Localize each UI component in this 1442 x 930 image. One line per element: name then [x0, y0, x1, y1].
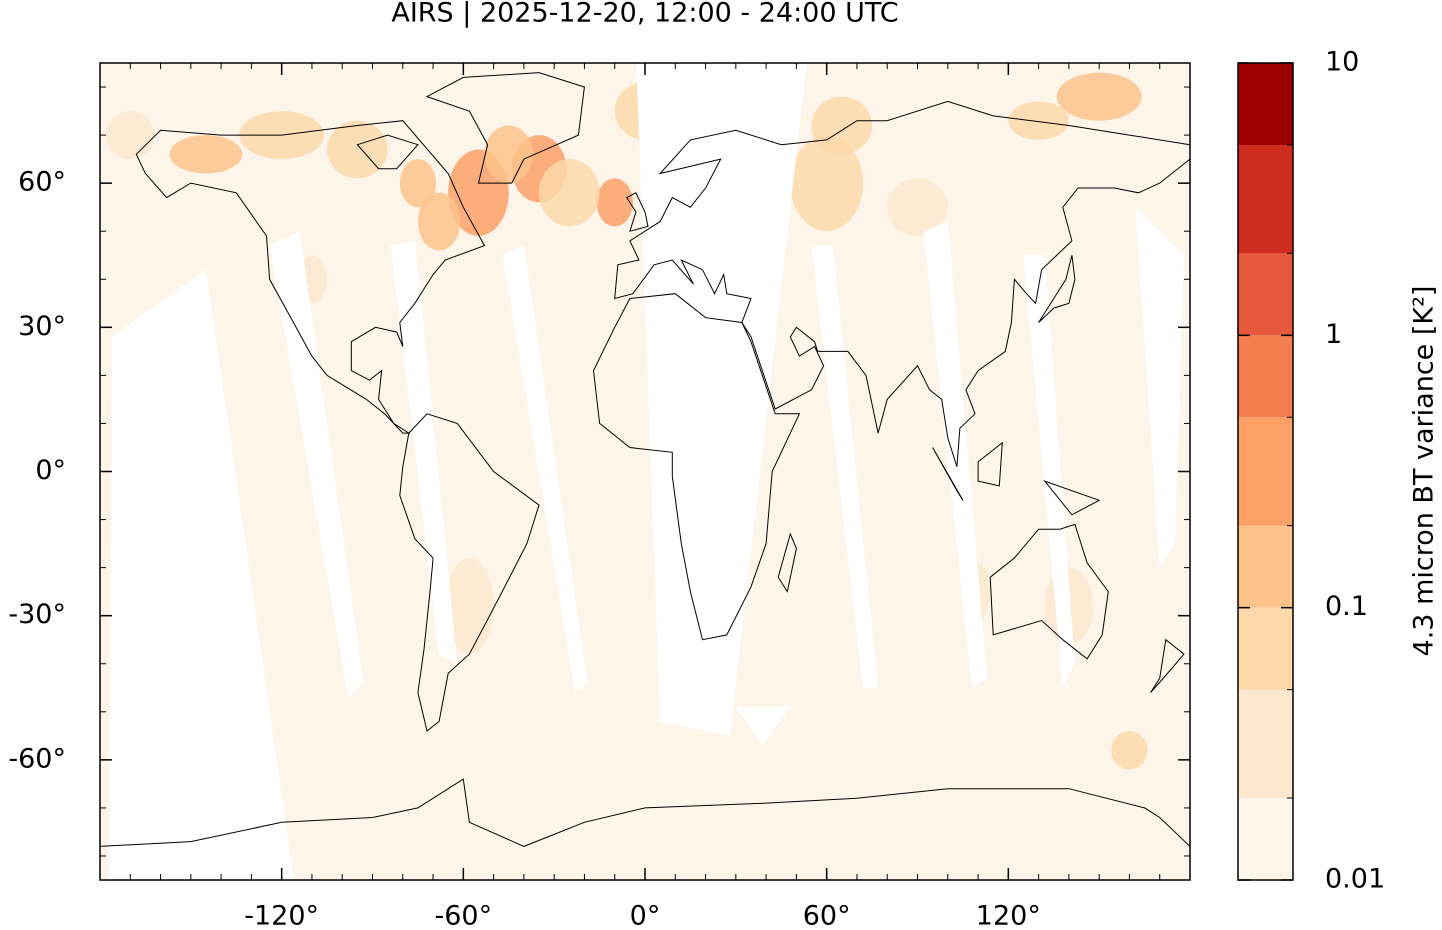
colorbar-band — [1238, 607, 1293, 690]
x-tick-label: 0° — [630, 901, 661, 930]
colorbar-band — [1238, 417, 1293, 526]
coastline — [989, 523, 1109, 660]
data-gap — [502, 245, 588, 693]
coastline — [614, 100, 1190, 467]
variance-patch — [484, 125, 533, 184]
coastline — [100, 778, 1190, 880]
coastline — [135, 120, 486, 434]
coastline — [626, 192, 649, 232]
colorbar-band — [1238, 144, 1293, 254]
map-area — [100, 63, 1190, 880]
map-frame — [99, 62, 1191, 881]
coastline — [592, 293, 801, 641]
coastline — [932, 447, 964, 501]
colorbar-label: 4.3 micron BT variance [K²] — [1409, 286, 1440, 657]
x-tick-label: 120° — [976, 901, 1041, 930]
variance-patch — [887, 178, 948, 236]
variance-patch — [811, 96, 873, 155]
map-title: AIRS | 2025-12-20, 12:00 - 24:00 UTC — [391, 0, 898, 29]
colorbar-band — [1238, 335, 1293, 418]
colorbar: 0.01 0.1 1 10 — [1237, 47, 1385, 895]
colorbar-band — [1238, 798, 1293, 880]
colorbar-band — [1238, 689, 1293, 799]
x-tick-label: 60° — [803, 901, 851, 930]
variance-patch — [790, 135, 864, 232]
data-gap — [811, 245, 879, 688]
variance-patch — [1056, 72, 1142, 121]
data-gap — [923, 221, 988, 688]
variance-patch — [399, 159, 437, 208]
coastline — [356, 134, 419, 170]
data-gap — [109, 269, 294, 880]
x-tick-label: -60° — [435, 901, 493, 930]
coastline — [977, 441, 1003, 487]
coastline — [777, 532, 797, 593]
colorbar-tick-label: 0.01 — [1325, 864, 1385, 895]
data-gap — [1023, 255, 1075, 688]
y-tick-label: -30° — [8, 599, 66, 630]
x-tick-label: -120° — [244, 901, 319, 930]
data-gap — [735, 707, 791, 746]
colorbar-band — [1238, 63, 1293, 145]
y-tick-label: 60° — [18, 167, 66, 198]
colorbar-band — [1238, 525, 1293, 608]
coastline — [425, 72, 585, 184]
colorbar-tick-label: 1 — [1325, 319, 1342, 350]
colorbar-tick-label: 0.1 — [1325, 591, 1368, 622]
data-gap — [636, 63, 807, 736]
y-tick-label: 0° — [35, 455, 66, 486]
y-tick-label: 30° — [18, 311, 66, 342]
coastline — [1150, 638, 1185, 693]
variance-patch — [417, 192, 461, 251]
y-tick-label: -60° — [8, 743, 66, 774]
colorbar-tick-label: 10 — [1325, 47, 1359, 78]
variance-patch — [1111, 731, 1148, 770]
variance-patch — [596, 178, 633, 227]
colorbar-band — [1238, 253, 1293, 336]
variance-patch — [106, 111, 155, 160]
coastline — [399, 413, 540, 732]
variance-patch — [539, 159, 600, 227]
variance-patch — [1008, 101, 1069, 140]
colorbar-frame — [1237, 62, 1294, 881]
data-gap — [1135, 207, 1184, 568]
data-gap — [269, 231, 364, 698]
coastline — [1038, 255, 1076, 323]
data-gap — [390, 240, 458, 664]
coastline — [1043, 480, 1101, 516]
variance-patch — [169, 135, 243, 174]
variance-patch — [327, 120, 388, 179]
